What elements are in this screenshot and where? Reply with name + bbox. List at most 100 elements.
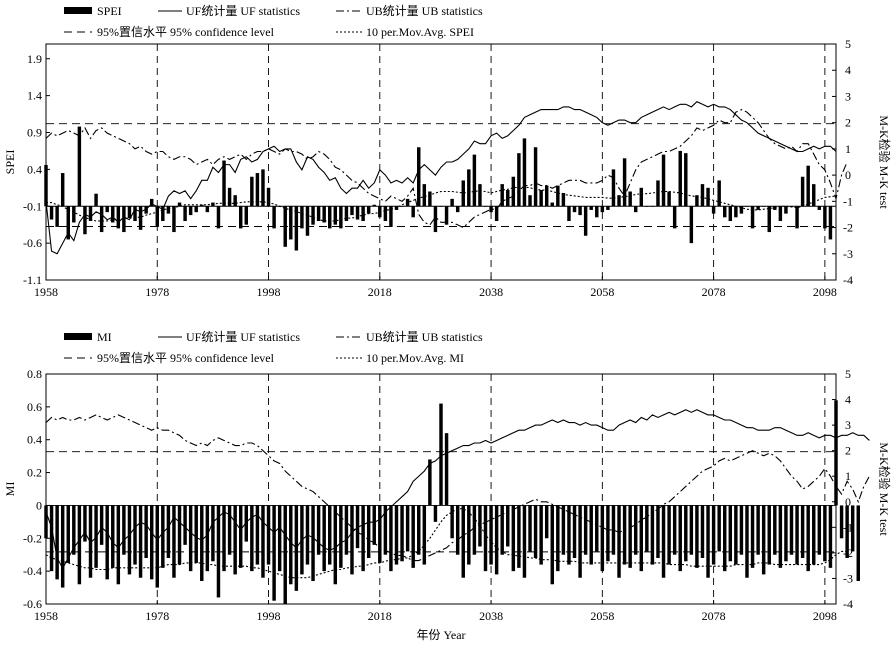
bar [238,206,243,229]
bar [272,206,276,229]
bar [133,505,137,565]
bar [817,505,822,555]
bar [328,505,332,565]
y-tick-label: -0.6 [23,597,42,611]
legend-mov-label: 10 per.Mov.Avg. SPEI [366,25,474,39]
bar [467,169,471,207]
legend-bar-swatch [64,7,92,14]
plot-frame [45,43,837,281]
bar [261,169,265,207]
bar [322,206,326,223]
bar [66,505,70,563]
bar [739,206,744,214]
bar [333,505,338,585]
bar [828,505,833,568]
bar [650,505,655,565]
bar [111,505,115,568]
y2-tick-label: 3 [845,418,851,432]
bar [506,190,510,207]
bar [200,204,204,207]
bar [723,505,727,572]
bar [60,505,65,588]
bar [717,180,721,207]
legend-bar-label: MI [97,330,112,344]
bar [183,505,187,545]
bar [316,505,321,555]
bar [795,206,799,229]
bar [756,505,760,555]
bar [461,505,465,578]
bar [250,176,254,207]
bar [77,505,82,585]
bar [589,206,593,210]
y-tick-label: 0 [36,498,42,512]
bar [583,505,588,555]
ub-line [45,414,870,562]
bar [450,198,454,207]
bar [366,206,371,214]
bar [756,206,760,210]
bar [778,505,783,568]
bar [49,206,54,220]
bar [194,206,198,213]
bar [839,505,844,539]
bar [294,206,299,251]
bar [539,505,543,565]
x-tick-label: 1958 [34,285,58,299]
y2-tick-label: 2 [845,444,851,458]
bar [361,505,365,572]
bar [300,206,304,229]
x-axis-title: 年份 Year [416,628,465,642]
bar [94,193,98,207]
bar [489,505,493,565]
bar [828,206,833,240]
bar [784,206,788,214]
bar [556,505,560,572]
bar [200,505,204,581]
bar [517,505,521,568]
bar [99,206,104,233]
y-tick-label: -0.2 [23,531,42,545]
legend-bar-swatch [64,333,92,340]
bar [578,505,582,578]
bar [49,505,54,572]
bar [378,505,382,563]
bar [211,505,215,562]
bar [561,505,566,555]
bar [216,206,221,229]
bar [339,206,343,229]
bar [44,164,48,207]
bar [261,505,265,578]
bar [166,206,171,214]
bar [789,505,794,555]
bar [778,206,783,221]
bar [177,202,182,207]
bar [628,505,632,568]
x-tick-label: 2098 [813,609,837,623]
bar [105,206,109,213]
bar [761,505,766,575]
bar [422,184,427,207]
y2-tick-label: -3 [843,247,853,261]
bar [812,184,816,207]
y-tick-label: -1.1 [23,273,42,287]
bar [444,206,449,225]
bar [366,505,371,558]
bar [72,206,76,223]
bar [494,206,499,221]
y-tick-label: -0.4 [23,564,42,578]
bar [812,505,816,565]
bar [767,505,771,565]
bar [767,206,771,233]
bar [511,176,516,207]
ub-line [45,108,848,229]
bar [561,192,566,207]
bar [133,206,137,221]
bar [489,206,493,213]
bar [283,206,287,247]
bar [750,206,755,229]
bar [661,505,666,578]
bar [149,198,154,207]
y2-tick-label: 5 [845,367,851,381]
